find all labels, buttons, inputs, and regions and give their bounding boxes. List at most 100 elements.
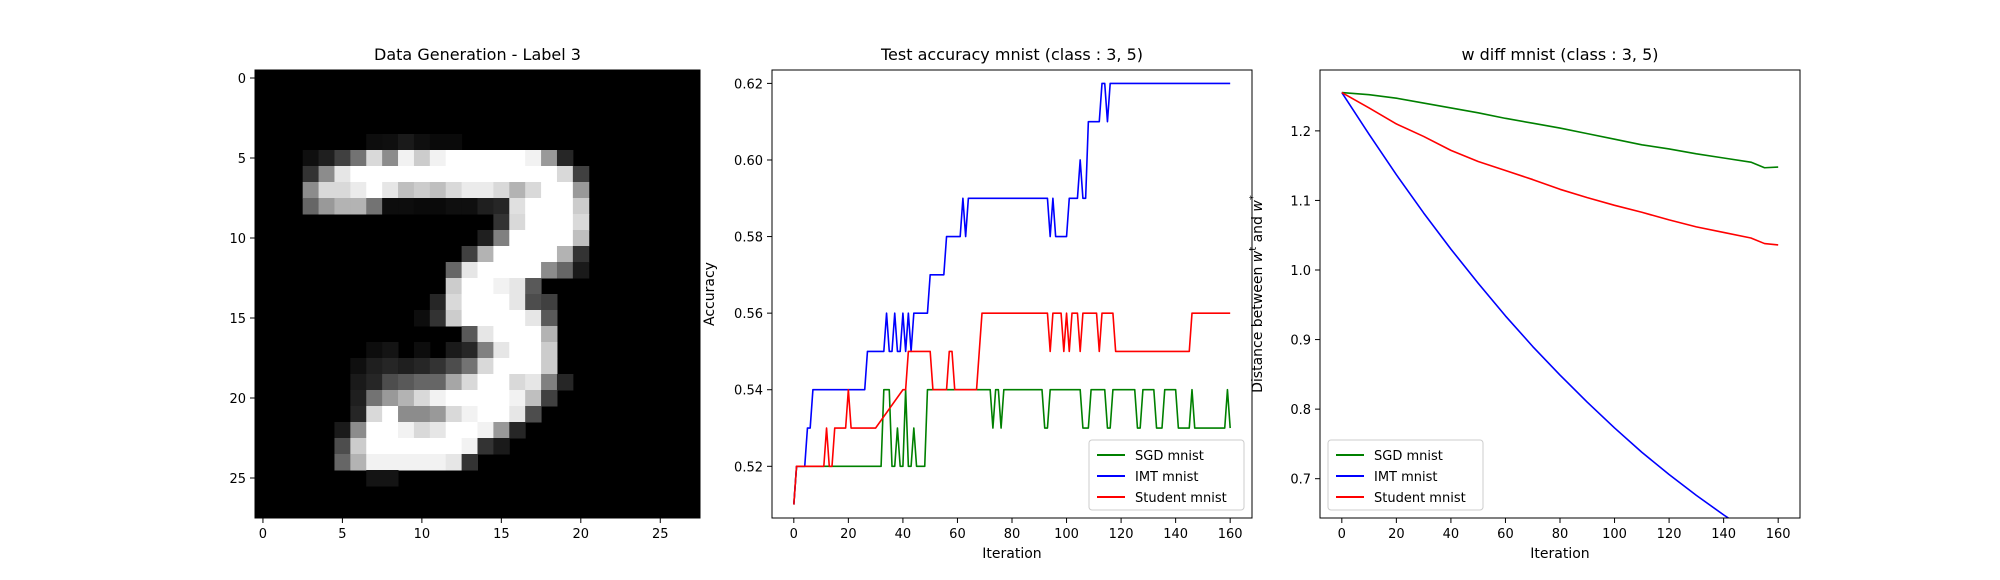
image-pixel <box>334 150 351 167</box>
panel-2-y-axis-label: Accuracy <box>702 262 718 326</box>
image-pixel <box>382 438 399 455</box>
image-pixel <box>429 438 447 455</box>
series-line-student-mnist <box>793 312 1231 505</box>
series-line-sgd-mnist <box>1341 91 1779 169</box>
image-pixel <box>525 230 542 247</box>
image-pixel <box>318 166 335 183</box>
x-tick-label: 80 <box>1004 527 1021 542</box>
panel-2-axes: 0 20 40 60 80 100 120 140 160 0.52 0.54 0.56 0.58 0.6… <box>734 77 1243 542</box>
image-pixel <box>525 358 542 375</box>
image-pixel <box>556 150 574 167</box>
image-pixel <box>382 470 399 487</box>
image-pixel <box>572 166 590 183</box>
image-pixel <box>493 166 510 183</box>
image-pixel <box>572 230 590 247</box>
image-pixel <box>382 150 399 167</box>
image-pixel <box>382 134 399 151</box>
image-pixel <box>461 246 478 263</box>
image-pixel <box>429 390 447 407</box>
image-pixel <box>445 358 463 375</box>
image-pixel <box>461 198 478 215</box>
image-pixel <box>509 390 526 407</box>
image-pixel <box>334 454 351 471</box>
image-pixel <box>525 278 542 295</box>
y-tick-label: 0.52 <box>734 460 763 475</box>
image-pixel <box>445 422 463 439</box>
legend-entry-label: IMT mnist <box>1374 470 1438 485</box>
panel-3-title: w diff mnist (class : 3, 5) <box>1461 45 1658 64</box>
image-pixel <box>413 182 431 199</box>
y-tick-label: 10 <box>229 232 246 247</box>
image-pixel <box>366 454 383 471</box>
panel-1-frame <box>254 69 701 519</box>
image-pixel <box>493 262 510 279</box>
image-pixel <box>509 150 526 167</box>
image-pixel <box>477 198 494 215</box>
x-tick-label: 60 <box>949 527 966 542</box>
image-pixel <box>541 214 558 231</box>
image-pixel <box>350 390 367 407</box>
image-pixel <box>477 342 494 359</box>
image-pixel <box>350 422 367 439</box>
image-pixel <box>541 230 558 247</box>
legend-entry-label: SGD mnist <box>1374 449 1443 464</box>
x-tick-label: 40 <box>1443 527 1460 542</box>
image-pixel <box>509 166 526 183</box>
image-pixel <box>398 438 415 455</box>
image-pixel <box>461 374 478 391</box>
image-pixel <box>461 310 478 327</box>
image-pixel <box>509 326 526 343</box>
y-axis-label-part: and <box>1250 212 1266 247</box>
image-pixel <box>509 262 526 279</box>
image-pixel <box>572 246 590 263</box>
image-pixel <box>334 166 351 183</box>
image-pixel <box>413 406 431 423</box>
image-pixel <box>556 198 574 215</box>
image-pixel <box>413 454 431 471</box>
image-pixel <box>366 166 383 183</box>
image-pixel <box>461 342 478 359</box>
image-pixel <box>350 166 367 183</box>
image-pixel <box>525 342 542 359</box>
image-pixel <box>413 358 431 375</box>
legend-entry-label: Student mnist <box>1374 491 1466 506</box>
x-tick-label: 20 <box>573 527 590 542</box>
series-line-sgd-mnist <box>793 388 1231 505</box>
image-pixel <box>541 342 558 359</box>
image-pixel <box>477 246 494 263</box>
image-pixel <box>556 262 574 279</box>
y-tick-label: 0.8 <box>1290 403 1311 418</box>
x-tick-label: 5 <box>338 527 346 542</box>
image-pixel <box>429 406 447 423</box>
image-pixel <box>493 326 510 343</box>
image-pixel <box>541 246 558 263</box>
y-tick-label: 0.7 <box>1290 473 1311 488</box>
image-pixel <box>413 310 431 327</box>
image-pixel <box>366 438 383 455</box>
image-pixel <box>541 150 558 167</box>
y-tick-label: 0.62 <box>734 77 763 92</box>
image-pixel <box>350 406 367 423</box>
image-pixel <box>445 182 463 199</box>
image-pixel <box>334 198 351 215</box>
image-pixel <box>477 390 494 407</box>
legend-box <box>1327 439 1484 511</box>
image-pixel <box>477 438 494 455</box>
image-pixel <box>556 230 574 247</box>
image-pixel <box>398 422 415 439</box>
image-pixel <box>509 358 526 375</box>
panel-3-y-axis-label: Distance between wt and w* <box>1248 195 1266 393</box>
image-pixel <box>525 310 542 327</box>
panel-3-legend: SGD mnist IMT mnist Student mnist <box>1327 439 1484 511</box>
image-pixel <box>366 182 383 199</box>
image-pixel <box>382 422 399 439</box>
image-pixel <box>525 246 542 263</box>
x-tick-label: 0 <box>1338 527 1346 542</box>
image-pixel <box>493 342 510 359</box>
image-pixel <box>413 198 431 215</box>
image-pixel <box>445 342 463 359</box>
y-tick-label: 20 <box>229 392 246 407</box>
image-pixel <box>445 150 463 167</box>
image-pixel <box>398 374 415 391</box>
